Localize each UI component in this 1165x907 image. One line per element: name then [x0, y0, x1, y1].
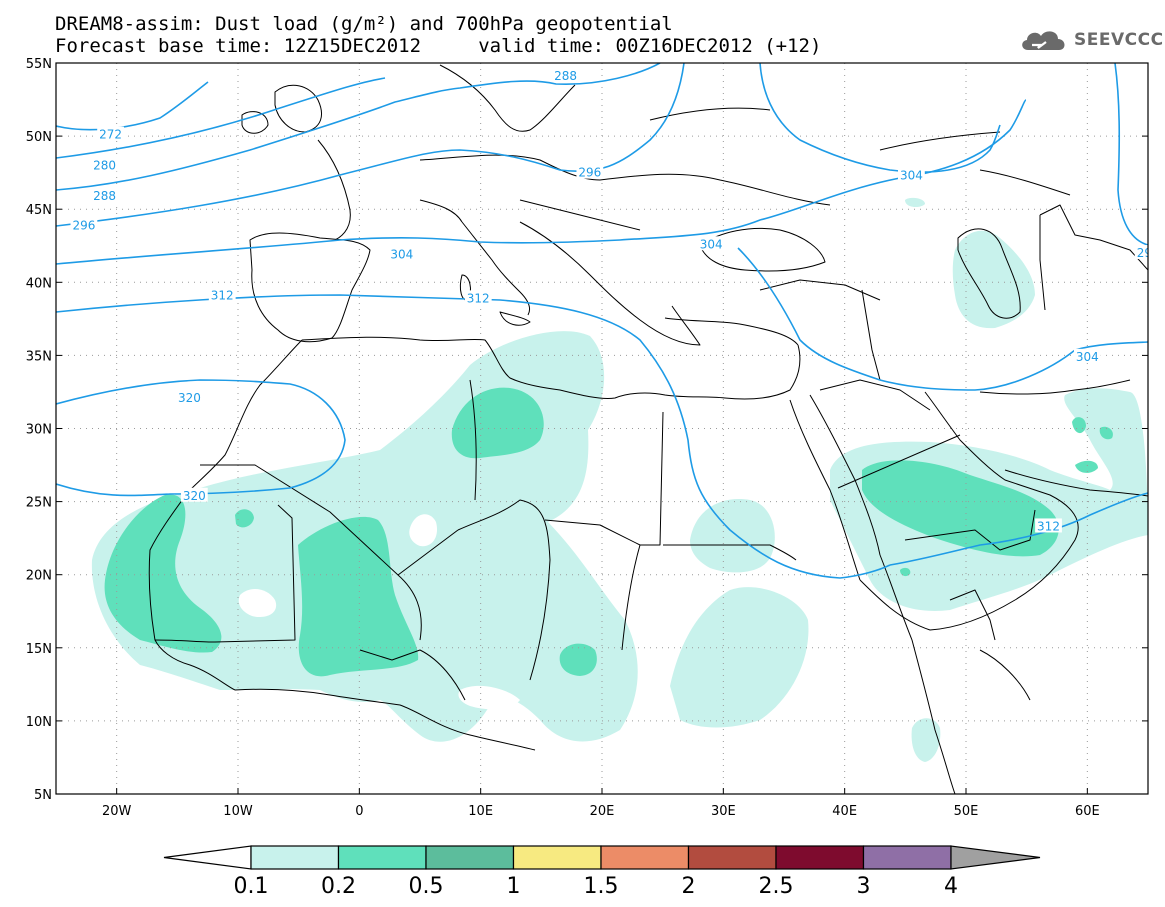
- contour-label-bg: [898, 167, 925, 182]
- longitude-label: 60E: [1075, 804, 1100, 819]
- seevccc-logo: SEEVCCC: [1018, 26, 1164, 54]
- contour-label-bg: [576, 164, 604, 179]
- map-plot-area: 272 280 288 296 288 296 304 304 304 312 312 320 320 3…: [56, 63, 1152, 794]
- colorbar-tick-label: 2.5: [759, 874, 794, 899]
- longitude-label: 10E: [468, 804, 493, 819]
- contour-label-bg: [91, 188, 118, 203]
- latitude-label: 45N: [26, 203, 52, 218]
- colorbar-swatch: [425, 845, 515, 870]
- colorbar-tick-label: 2: [682, 874, 696, 899]
- contour-label: 304: [900, 169, 923, 183]
- contour-label: 320: [178, 391, 201, 405]
- map-title: DREAM8-assim: Dust load (g/m²) and 700hP…: [55, 13, 673, 35]
- contour-label: 312: [1037, 519, 1060, 533]
- contour-label-bg: [1073, 348, 1101, 363]
- longitude-label: 20W: [102, 804, 132, 819]
- latitude-label: 35N: [26, 349, 52, 364]
- contour-label: 296: [578, 166, 601, 180]
- axis-ticks: [56, 62, 1148, 795]
- colorbar-swatch: [687, 845, 777, 870]
- contour-label-bg: [208, 287, 236, 302]
- contour-label: 304: [700, 237, 723, 251]
- colorbar-tick-label: 0.2: [321, 874, 356, 899]
- forecast-time-line: Forecast base time: 12Z15DEC2012 valid t…: [55, 35, 822, 57]
- contour-label: 280: [93, 158, 116, 172]
- contour-label-bg: [464, 290, 492, 305]
- latitude-label: 30N: [26, 423, 52, 438]
- colorbar-swatch: [600, 845, 690, 870]
- latitude-label: 25N: [26, 496, 52, 511]
- colorbar-low-arrow: [163, 845, 252, 870]
- dust-load-holes: [238, 514, 520, 710]
- colorbar-tick-label: 0.1: [234, 874, 269, 899]
- dust-load-low: [91, 197, 1148, 762]
- contour-label: 288: [554, 69, 577, 83]
- latitude-label: 55N: [26, 57, 52, 72]
- longitude-label: 20E: [590, 804, 615, 819]
- contour-label: 29: [1137, 246, 1152, 260]
- contour-label-bg: [697, 236, 725, 251]
- longitude-labels: 20W 10W 0 10E 20E 30E 40E 50E 60E: [102, 804, 1100, 819]
- contour-label: 312: [211, 288, 234, 302]
- colorbar-tick-label: 1: [507, 874, 521, 899]
- dust-load-mid: [104, 387, 1113, 677]
- contour-label: 288: [93, 189, 116, 203]
- contour-label-bg: [388, 246, 416, 261]
- colorbar-labels: 0.1 0.2 0.5 1 1.5 2 2.5 3 4: [234, 874, 959, 899]
- logo-text: SEEVCCC: [1074, 30, 1164, 50]
- contour-label-bg: [97, 126, 124, 141]
- cloud-icon: [1022, 31, 1065, 50]
- longitude-label: 30E: [711, 804, 736, 819]
- contour-label-bg: [552, 68, 579, 83]
- contour-label-bg: [180, 487, 208, 502]
- latitude-label: 50N: [26, 130, 52, 145]
- colorbar-swatch: [250, 845, 340, 870]
- latitude-label: 15N: [26, 642, 52, 657]
- longitude-label: 0: [355, 804, 363, 819]
- contour-labels: 272 280 288 296 288 296 304 304 304 312 312 320 320 3…: [70, 68, 1152, 533]
- longitude-label: 40E: [832, 804, 857, 819]
- latitude-label: 40N: [26, 276, 52, 291]
- colorbar-high-arrow: [950, 845, 1041, 870]
- contour-label: 296: [72, 218, 95, 232]
- colorbar-swatch: [775, 845, 865, 870]
- contour-label: 304: [390, 248, 413, 262]
- colorbar-tick-label: 0.5: [409, 874, 444, 899]
- colorbar-swatch: [862, 845, 952, 870]
- contour-label-bg: [176, 389, 203, 404]
- latitude-label: 20N: [26, 569, 52, 584]
- colorbar: [163, 845, 1041, 870]
- contour-label-bg: [1134, 245, 1148, 260]
- latitude-label: 5N: [34, 788, 52, 803]
- colorbar-tick-label: 1.5: [584, 874, 619, 899]
- contour-label: 272: [99, 128, 122, 142]
- colorbar-tick-label: 4: [944, 874, 958, 899]
- contour-label-bg: [1035, 518, 1062, 533]
- contour-label: 320: [183, 489, 206, 503]
- colorbar-swatch: [337, 845, 427, 870]
- latitude-label: 10N: [26, 715, 52, 730]
- colorbar-tick-label: 3: [857, 874, 871, 899]
- latitude-labels: 55N 50N 45N 40N 35N 30N 25N 20N 15N 10N 5N: [26, 57, 52, 803]
- longitude-label: 50E: [954, 804, 979, 819]
- contour-label: 304: [1076, 350, 1099, 364]
- longitude-label: 10W: [223, 804, 253, 819]
- contour-label-bg: [91, 157, 118, 172]
- colorbar-swatch: [512, 845, 602, 870]
- contour-label: 312: [467, 291, 490, 305]
- contour-label-bg: [70, 217, 98, 232]
- map-gridlines: [56, 63, 1148, 794]
